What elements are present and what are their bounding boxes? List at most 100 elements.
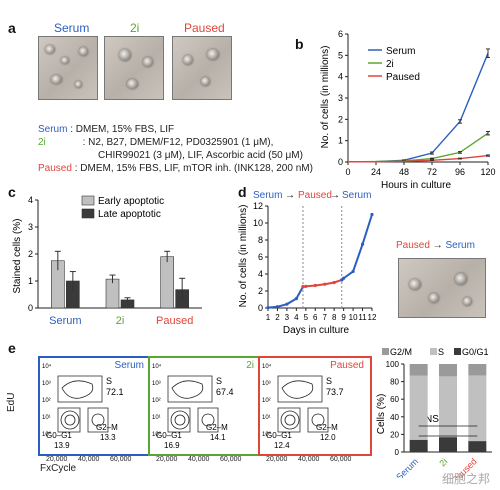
flow-xtick-label: 20,000 <box>156 456 178 463</box>
chart-e-legend-swatch <box>430 348 437 355</box>
chart-d-xtick-label: 5 <box>304 313 309 322</box>
chart-d-ytick-label: 10 <box>253 218 263 228</box>
chart-c-ytick-label: 4 <box>28 195 33 205</box>
panel-e-letter: e <box>8 340 16 356</box>
panel-b-letter: b <box>295 36 304 52</box>
chart-d-point <box>301 285 305 289</box>
g0-g1-value: 13.9 <box>54 441 70 450</box>
phase-1-label: Serum <box>253 190 282 201</box>
flow-plot-paused: 10⁴ 10³ 10² 10¹ 10⁰ Paused S 73.7 G0–G1 12.4 G2–M 1… <box>258 356 372 456</box>
chart-e-ytick-label: 40 <box>390 413 399 422</box>
panel-c-letter: c <box>8 184 16 200</box>
s-gate <box>167 375 213 403</box>
chart-c-ylabel: Stained cells (%) <box>12 218 23 293</box>
chart-c-ytick-label: 2 <box>28 249 33 259</box>
inset-serum: Serum <box>445 240 475 251</box>
chart-b-xtick-label: 0 <box>345 167 350 177</box>
chart-e-bar-serum-g2m <box>409 364 428 376</box>
s-density <box>171 380 204 399</box>
flow-ytick-label: 10⁴ <box>42 363 52 370</box>
s-gate <box>57 375 103 403</box>
g0-g1-density <box>170 410 190 430</box>
media-2i-colon: : <box>82 137 86 148</box>
chart-d-line-2 <box>341 214 373 281</box>
flow-ytick-label: 10⁰ <box>152 431 162 438</box>
flow-ytick-label: 10² <box>152 398 161 404</box>
flow-plot-2i: 10⁴ 10³ 10² 10¹ 10⁰ 2i S 67.4 G0–G1 16.9 G2–M 14.1 <box>148 356 262 456</box>
growth-chart-hours: No. of cells (in millions) Hours in cult… <box>320 29 496 191</box>
g0-g1-label: G0–G1 <box>156 431 182 440</box>
flow-plot-serum: 10⁴ 10³ 10² 10¹ 10⁰ Serum S 72.1 G0–G1 13.9 G2–M 13… <box>38 356 152 456</box>
panel-a-letter: a <box>8 20 16 36</box>
chart-d-xtick-label: 10 <box>349 313 358 322</box>
chart-e-bar-paused-g2m <box>468 364 487 376</box>
flow-ytick-label: 10¹ <box>42 415 51 421</box>
legend-paused-label: Paused <box>386 72 420 83</box>
flow-xtick-label: 40,000 <box>188 456 210 463</box>
chart-d-xtick-label: 7 <box>323 313 328 322</box>
media-serum-name: Serum <box>38 124 68 135</box>
chart-c-bar-paused-0 <box>160 256 174 309</box>
chart-d-point <box>294 297 298 301</box>
chart-b-line-paused <box>348 154 489 163</box>
flow-ylabel: EdU <box>6 392 17 412</box>
chart-e-category-label: Serum <box>394 456 420 478</box>
chart-b-ytick-label: 6 <box>338 29 343 39</box>
flow-plot-title: 2i <box>246 360 254 371</box>
chart-d-point <box>266 305 270 310</box>
s-value: 73.7 <box>326 387 344 397</box>
s-label: S <box>216 376 222 386</box>
paused-micrograph <box>172 36 232 100</box>
chart-d-xtick-label: 11 <box>358 313 367 322</box>
chart-c-ytick-label: 0 <box>28 303 33 313</box>
chart-e-bar-2i-g2m <box>439 364 457 377</box>
inset-paused: Paused <box>396 240 430 251</box>
flow-xtick-label: 20,000 <box>46 456 68 463</box>
chart-e-bar-serum-s <box>409 375 428 440</box>
watermark: 细胞之邦 <box>442 472 491 486</box>
chart-b-xtick-label: 120 <box>480 167 495 177</box>
flow-xlabel: FxCycle <box>40 463 77 474</box>
chart-d-point <box>351 269 355 274</box>
g0-g1-gate <box>167 407 191 433</box>
chart-d-ytick-label: 2 <box>258 286 263 296</box>
chart-b-ytick-label: 5 <box>338 50 343 60</box>
chart-d-ytick-label: 0 <box>258 303 263 313</box>
flow-xtick-label: 20,000 <box>266 456 288 463</box>
g2-m-value: 13.3 <box>100 433 116 442</box>
g0-g1-label: G0–G1 <box>266 431 292 440</box>
chart-d-point <box>370 212 374 217</box>
media-2i-name: 2i <box>38 137 46 148</box>
g0-g1-density-core <box>64 414 76 426</box>
flow-xtick-label: 60,000 <box>330 456 352 463</box>
chart-d-xtick-label: 9 <box>341 313 346 322</box>
chart-d-point <box>332 280 336 285</box>
chart-e-legend-swatch <box>454 348 461 355</box>
chart-b-ytick-label: 2 <box>338 114 343 124</box>
chart-b-ytick-label: 4 <box>338 72 343 82</box>
chart-e-legend-swatch <box>382 348 389 355</box>
chart-b-ytick-label: 3 <box>338 93 343 103</box>
two-i-title: 2i <box>130 21 140 35</box>
chart-d-point <box>304 284 308 288</box>
chart-d-xtick-label: 8 <box>332 313 337 322</box>
legend-late-label: Late apoptotic <box>98 209 161 220</box>
chart-d-point <box>360 242 365 246</box>
chart-b-xtick-label: 72 <box>427 167 437 177</box>
chart-d-ytick-label: 4 <box>258 269 263 279</box>
chart-b-ylabel: No. of cells (in millions) <box>320 46 331 149</box>
chart-c-ytick-label: 1 <box>28 276 33 286</box>
flow-xtick-label: 40,000 <box>298 456 320 463</box>
phase-arrow-2: → <box>330 190 340 201</box>
inset-arrow: → <box>432 240 443 251</box>
legend-2i-label: 2i <box>386 59 394 70</box>
media-paused-desc: DMEM, 15% FBS, LIF, mTOR inh. (INK128, 2… <box>80 163 313 174</box>
chart-e-ytick-label: 80 <box>390 378 399 387</box>
chart-d-xlabel: Days in culture <box>283 325 350 336</box>
panel-d-letter: d <box>238 184 247 200</box>
phase-arrow-1: → <box>285 190 295 201</box>
chart-b-xlabel: Hours in culture <box>381 180 451 191</box>
chart-b-line-serum <box>347 52 489 163</box>
